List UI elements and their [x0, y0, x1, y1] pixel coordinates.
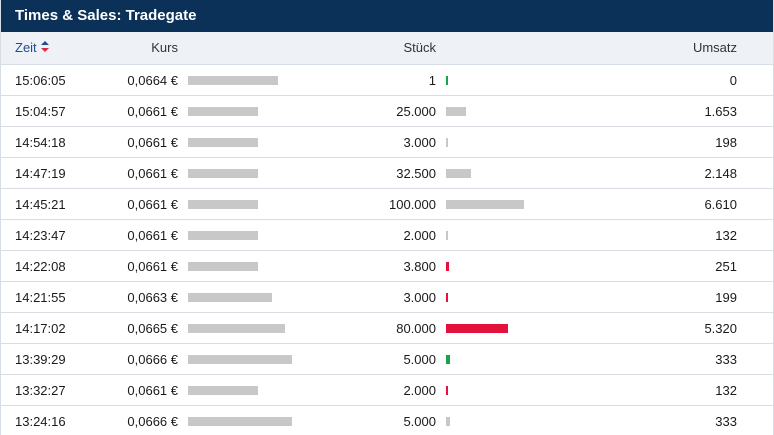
- zeit-cell: 13:32:27: [15, 383, 66, 398]
- kurs-bar: [188, 138, 258, 147]
- umsatz-cell: 198: [715, 135, 737, 150]
- table-row: 14:45:21 0,0661 € 100.000 6.610: [1, 189, 773, 220]
- volume-bar: [446, 169, 471, 178]
- volume-bar: [446, 324, 508, 333]
- table-row: 13:32:27 0,0661 € 2.000 132: [1, 375, 773, 406]
- kurs-cell: 0,0661 €: [127, 383, 178, 398]
- widget-title: Times & Sales: Tradegate: [1, 0, 773, 32]
- table-row: 13:39:29 0,0666 € 5.000 333: [1, 344, 773, 375]
- volume-bar: [446, 386, 448, 395]
- kurs-bar: [188, 355, 292, 364]
- zeit-cell: 13:24:16: [15, 414, 66, 429]
- table-row: 13:24:16 0,0666 € 5.000 333: [1, 406, 773, 435]
- stueck-cell: 3.000: [403, 290, 436, 305]
- kurs-cell: 0,0661 €: [127, 104, 178, 119]
- volume-bar: [446, 107, 466, 116]
- volume-bar: [446, 138, 448, 147]
- column-header-zeit[interactable]: Zeit: [15, 32, 49, 65]
- column-header-kurs[interactable]: Kurs: [151, 40, 178, 55]
- volume-bar: [446, 417, 450, 426]
- stueck-cell: 100.000: [389, 197, 436, 212]
- column-header-umsatz[interactable]: Umsatz: [692, 40, 737, 55]
- table-row: 14:17:02 0,0665 € 80.000 5.320: [1, 313, 773, 344]
- zeit-cell: 14:47:19: [15, 166, 66, 181]
- zeit-cell: 14:21:55: [15, 290, 66, 305]
- kurs-bar: [188, 324, 285, 333]
- table-row: 14:23:47 0,0661 € 2.000 132: [1, 220, 773, 251]
- kurs-cell: 0,0661 €: [127, 228, 178, 243]
- umsatz-cell: 1.653: [704, 104, 737, 119]
- kurs-cell: 0,0664 €: [127, 73, 178, 88]
- zeit-cell: 14:17:02: [15, 321, 66, 336]
- stueck-cell: 1: [428, 73, 436, 88]
- table-row: 15:06:05 0,0664 € 1 0: [1, 65, 773, 96]
- kurs-bar: [188, 386, 258, 395]
- kurs-cell: 0,0661 €: [127, 259, 178, 274]
- kurs-bar: [188, 293, 272, 302]
- kurs-bar: [188, 417, 292, 426]
- umsatz-cell: 132: [715, 383, 737, 398]
- umsatz-cell: 333: [715, 352, 737, 367]
- zeit-cell: 14:23:47: [15, 228, 66, 243]
- stueck-cell: 3.800: [403, 259, 436, 274]
- kurs-bar: [188, 262, 258, 271]
- volume-bar: [446, 262, 449, 271]
- umsatz-cell: 2.148: [704, 166, 737, 181]
- table-row: 14:54:18 0,0661 € 3.000 198: [1, 127, 773, 158]
- kurs-cell: 0,0666 €: [127, 352, 178, 367]
- kurs-cell: 0,0666 €: [127, 414, 178, 429]
- table-row: 15:04:57 0,0661 € 25.000 1.653: [1, 96, 773, 127]
- table-row: 14:22:08 0,0661 € 3.800 251: [1, 251, 773, 282]
- stueck-cell: 2.000: [403, 228, 436, 243]
- zeit-cell: 15:04:57: [15, 104, 66, 119]
- column-header-zeit-label: Zeit: [15, 40, 37, 55]
- table-header: Zeit Kurs Stück Umsatz: [1, 32, 773, 65]
- umsatz-cell: 5.320: [704, 321, 737, 336]
- kurs-cell: 0,0661 €: [127, 166, 178, 181]
- zeit-cell: 14:22:08: [15, 259, 66, 274]
- stueck-cell: 32.500: [396, 166, 436, 181]
- zeit-cell: 14:45:21: [15, 197, 66, 212]
- volume-bar: [446, 231, 448, 240]
- stueck-cell: 3.000: [403, 135, 436, 150]
- volume-bar: [446, 200, 524, 209]
- umsatz-cell: 333: [715, 414, 737, 429]
- column-header-stueck[interactable]: Stück: [403, 40, 436, 55]
- zeit-cell: 13:39:29: [15, 352, 66, 367]
- umsatz-cell: 6.610: [704, 197, 737, 212]
- stueck-cell: 5.000: [403, 352, 436, 367]
- kurs-bar: [188, 200, 258, 209]
- umsatz-cell: 0: [729, 73, 737, 88]
- umsatz-cell: 199: [715, 290, 737, 305]
- stueck-cell: 25.000: [396, 104, 436, 119]
- table-body: 15:06:05 0,0664 € 1 0 15:04:57 0,0661 € 25.000…: [1, 65, 773, 435]
- kurs-cell: 0,0661 €: [127, 197, 178, 212]
- kurs-cell: 0,0665 €: [127, 321, 178, 336]
- table-row: 14:47:19 0,0661 € 32.500 2.148: [1, 158, 773, 189]
- table-row: 14:21:55 0,0663 € 3.000 199: [1, 282, 773, 313]
- zeit-cell: 14:54:18: [15, 135, 66, 150]
- umsatz-cell: 132: [715, 228, 737, 243]
- zeit-cell: 15:06:05: [15, 73, 66, 88]
- kurs-cell: 0,0663 €: [127, 290, 178, 305]
- stueck-cell: 5.000: [403, 414, 436, 429]
- sort-icon[interactable]: [40, 41, 49, 53]
- volume-bar: [446, 355, 450, 364]
- kurs-bar: [188, 76, 278, 85]
- kurs-bar: [188, 231, 258, 240]
- stueck-cell: 80.000: [396, 321, 436, 336]
- umsatz-cell: 251: [715, 259, 737, 274]
- volume-bar: [446, 76, 448, 85]
- kurs-bar: [188, 169, 258, 178]
- kurs-bar: [188, 107, 258, 116]
- kurs-cell: 0,0661 €: [127, 135, 178, 150]
- stueck-cell: 2.000: [403, 383, 436, 398]
- volume-bar: [446, 293, 448, 302]
